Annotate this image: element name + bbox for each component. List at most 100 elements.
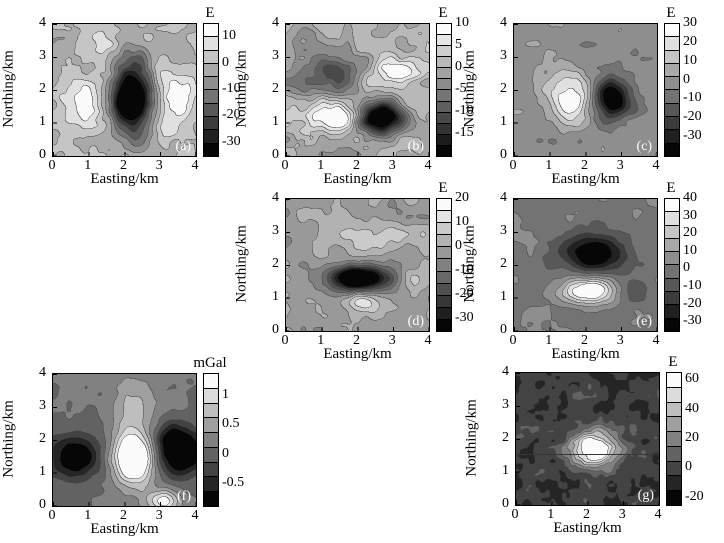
y-axis-tick-label: 4 xyxy=(39,365,46,380)
y-axis-tick-label: 0 xyxy=(502,496,509,511)
colorbar-tick-label: -20 xyxy=(683,109,702,125)
contour-field-c xyxy=(514,24,657,156)
panel-label: (c) xyxy=(636,139,652,154)
x-axis-tick-label: 0 xyxy=(281,158,289,173)
colorbar-segment xyxy=(204,89,218,103)
y-axis-tick-label: 3 xyxy=(39,398,46,413)
colorbar-segment xyxy=(204,446,218,462)
colorbar-segment xyxy=(665,142,679,156)
y-axis-tick-label: 4 xyxy=(502,364,509,379)
colorbar-segment xyxy=(667,386,681,402)
colorbar-tick-label: 20 xyxy=(455,190,469,205)
colorbar-segment xyxy=(204,24,218,37)
colorbar-tick-label: 0 xyxy=(685,459,692,475)
x-axis-title: Easting/km xyxy=(323,346,392,362)
colorbar-segment xyxy=(437,210,451,223)
colorbar-segment xyxy=(437,270,451,283)
colorbar-segment xyxy=(665,129,679,143)
y-axis-tick-label: 2 xyxy=(502,430,509,445)
colorbar-segment xyxy=(204,387,218,403)
x-axis-title: Easting/km xyxy=(551,346,620,362)
y-axis-tick-label: 2 xyxy=(272,81,279,96)
x-axis-tick-label: 3 xyxy=(155,508,163,523)
colorbar-tick-label: -30 xyxy=(683,313,702,329)
x-axis-tick-label: 0 xyxy=(511,507,519,522)
y-axis-tick-label: 0 xyxy=(39,147,46,162)
colorbar-segment xyxy=(204,76,218,90)
colorbar-segment xyxy=(437,282,451,295)
colorbar-segment xyxy=(437,318,451,332)
colorbar-unit: E xyxy=(666,5,676,21)
colorbar-segment xyxy=(204,116,218,130)
colorbar-segment xyxy=(667,475,681,491)
colorbar-segment xyxy=(437,234,451,247)
contour-plot-f: (f) xyxy=(52,373,197,507)
y-axis-tick-label: 1 xyxy=(500,114,507,129)
colorbar-tick-label: 20 xyxy=(685,430,699,445)
x-axis-tick-label: 4 xyxy=(191,158,199,173)
colorbar-tick-label: -10 xyxy=(222,81,241,96)
contour-field-e xyxy=(514,199,657,331)
colorbar xyxy=(203,23,219,157)
colorbar-segment xyxy=(204,476,218,492)
colorbar-segment xyxy=(665,277,679,292)
colorbar-segment xyxy=(667,445,681,461)
colorbar-tick-label: -20 xyxy=(683,295,702,311)
colorbar-segment xyxy=(437,306,451,319)
colorbar xyxy=(436,198,452,332)
y-axis-tick-label: 4 xyxy=(39,15,46,30)
colorbar-tick-label: -15 xyxy=(455,125,474,140)
x-axis-tick-label: 4 xyxy=(652,333,660,348)
y-axis-tick-label: 0 xyxy=(500,147,507,162)
colorbar-tick-label: 0 xyxy=(683,260,690,276)
colorbar-tick-label: -30 xyxy=(683,128,702,144)
colorbar-tick-label: -30 xyxy=(455,310,474,325)
y-axis-tick-label: 2 xyxy=(272,256,279,271)
colorbar-tick-label: -30 xyxy=(222,133,241,149)
colorbar-tick-label: 60 xyxy=(685,371,699,387)
x-axis-title: Easting/km xyxy=(553,520,622,536)
colorbar-segment xyxy=(665,89,679,103)
colorbar-segment xyxy=(437,100,451,112)
colorbar-segment xyxy=(667,416,681,432)
colorbar-segment xyxy=(204,402,218,418)
x-axis-tick-label: 1 xyxy=(545,333,553,348)
y-axis-tick-label: 4 xyxy=(500,15,507,30)
x-axis-tick-label: 3 xyxy=(618,507,626,522)
contour-field-d xyxy=(286,199,429,331)
colorbar-tick-label: -10 xyxy=(455,103,474,118)
colorbar-segment xyxy=(665,211,679,225)
x-axis-tick-label: 3 xyxy=(388,333,396,348)
colorbar-unit: mGal xyxy=(193,355,227,371)
x-axis-tick-label: 1 xyxy=(317,158,325,173)
colorbar-segment xyxy=(665,237,679,252)
colorbar-tick-label: 0 xyxy=(222,54,229,70)
colorbar-segment xyxy=(204,102,218,117)
y-axis-tick-label: 0 xyxy=(272,322,279,337)
x-axis-tick-label: 2 xyxy=(353,158,360,173)
colorbar-segment xyxy=(204,129,218,143)
colorbar-segment xyxy=(667,401,681,417)
colorbar-segment xyxy=(665,199,679,212)
colorbar-tick-label: -10 xyxy=(683,90,702,106)
contour-field-f xyxy=(53,374,196,506)
panel-label: (e) xyxy=(636,314,652,329)
colorbar-tick-label: -20 xyxy=(455,286,474,301)
colorbar-tick-label: 0.5 xyxy=(222,416,240,432)
colorbar-segment xyxy=(437,34,451,46)
colorbar-segment xyxy=(665,251,679,265)
x-axis-tick-label: 2 xyxy=(581,158,588,173)
y-axis-tick-label: 4 xyxy=(272,15,279,30)
y-axis-tick-label: 4 xyxy=(500,190,507,205)
x-axis-tick-label: 0 xyxy=(509,333,517,348)
y-axis-tick-label: 3 xyxy=(500,48,507,63)
colorbar-segment xyxy=(437,111,451,123)
colorbar xyxy=(436,23,452,157)
x-axis-tick-label: 2 xyxy=(581,333,588,348)
colorbar xyxy=(666,372,682,506)
contour-plot-a: (a) xyxy=(52,23,197,157)
x-axis-tick-label: 4 xyxy=(654,507,662,522)
colorbar-segment xyxy=(665,36,679,50)
y-axis-tick-label: 3 xyxy=(272,223,279,238)
colorbar-segment xyxy=(204,491,218,507)
